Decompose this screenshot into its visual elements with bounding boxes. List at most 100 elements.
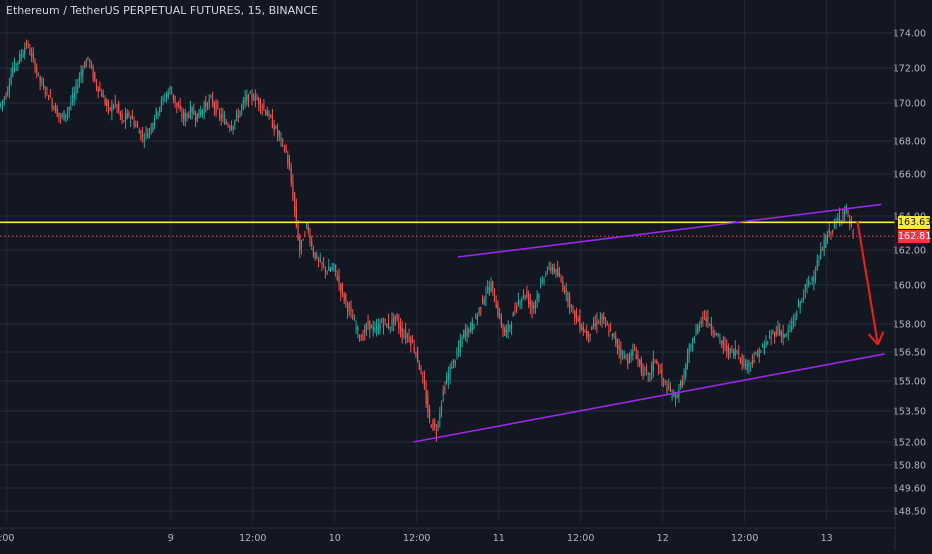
- candle-body: [661, 369, 663, 378]
- candle-body: [647, 372, 649, 375]
- candle-body: [295, 206, 297, 226]
- resistance-price-tag: 163.63: [898, 215, 932, 229]
- candle-body: [529, 301, 531, 306]
- candle-body: [143, 140, 145, 142]
- candle-body: [569, 296, 571, 308]
- candle-body: [662, 378, 665, 380]
- candle-body: [832, 230, 834, 232]
- time-tick-label: 13: [821, 533, 833, 544]
- candle-body: [17, 61, 19, 65]
- candle-body: [261, 107, 263, 109]
- candle-body: [382, 322, 385, 328]
- candle-body: [299, 237, 301, 251]
- candle-body: [142, 134, 144, 136]
- candle-body: [254, 95, 256, 101]
- candle-body: [688, 348, 690, 355]
- candle-body: [294, 192, 296, 211]
- candle-body: [328, 266, 330, 271]
- candle-body: [603, 316, 605, 320]
- candle-body: [229, 127, 231, 129]
- candle-body: [637, 356, 639, 360]
- candle-body: [24, 47, 26, 55]
- candle-body: [44, 91, 46, 93]
- candle-body: [205, 102, 207, 107]
- candle-body: [0, 102, 2, 107]
- candle-body: [847, 210, 849, 214]
- candle-body: [53, 107, 55, 109]
- candle-body: [466, 327, 468, 337]
- candle-body: [48, 95, 50, 101]
- candle-body: [570, 305, 572, 307]
- candle-body: [418, 362, 420, 370]
- candle-body: [217, 106, 219, 108]
- candle-body: [726, 345, 728, 351]
- forecast-arrow-shaft: [856, 220, 880, 345]
- candle-body: [852, 232, 854, 235]
- candle-body: [20, 54, 22, 57]
- candle-body: [703, 316, 706, 318]
- candle-body: [130, 118, 132, 120]
- candle-body: [218, 112, 221, 114]
- candle-body: [458, 348, 460, 353]
- candle-body: [796, 313, 798, 317]
- candle-body: [830, 232, 832, 234]
- candle-body: [480, 307, 482, 309]
- candle-body: [169, 87, 171, 90]
- candle-body: [528, 293, 530, 305]
- candle-body: [212, 97, 214, 105]
- candle-body: [256, 98, 258, 100]
- candle-body: [200, 110, 202, 117]
- candle-body: [666, 386, 668, 393]
- candle-body: [780, 332, 783, 336]
- candle-body: [722, 340, 724, 348]
- candle-body: [422, 376, 424, 378]
- candle-body: [381, 320, 383, 323]
- candle-body: [348, 306, 350, 308]
- price-tick-label: 158.00: [893, 320, 926, 331]
- candle-body: [362, 335, 364, 340]
- candle-body: [376, 326, 378, 329]
- candle-body: [543, 279, 545, 282]
- candle-body: [692, 344, 694, 352]
- candle-body: [208, 98, 210, 103]
- candle-body: [695, 329, 697, 334]
- candle-body: [283, 149, 285, 151]
- candle-body: [19, 54, 21, 63]
- candle-body: [481, 299, 484, 303]
- candle-body: [657, 365, 660, 367]
- price-tick-label: 148.50: [893, 507, 926, 518]
- candle-body: [78, 78, 81, 82]
- candle-body: [640, 359, 642, 373]
- candle-body: [386, 324, 388, 328]
- candle-body: [618, 344, 620, 351]
- candle-body: [717, 333, 719, 336]
- candle-body: [838, 216, 841, 223]
- candle-body: [762, 345, 764, 347]
- candle-body: [814, 272, 817, 277]
- candle-body: [242, 99, 244, 105]
- channel-trendline: [457, 203, 882, 258]
- candle-body: [324, 267, 326, 272]
- candle-body: [504, 327, 506, 336]
- candle-body: [124, 114, 127, 122]
- candle-body: [145, 131, 147, 133]
- candle-body: [46, 88, 48, 90]
- candle-body: [287, 155, 289, 164]
- candle-body: [719, 337, 721, 340]
- candle-body: [644, 368, 646, 370]
- candle-body: [608, 330, 610, 334]
- candle-body: [80, 71, 82, 78]
- candle-body: [394, 315, 397, 319]
- candle-body: [114, 101, 116, 103]
- candle-body: [760, 351, 762, 353]
- candle-body: [365, 324, 367, 332]
- candle-body: [509, 325, 511, 329]
- candle-body: [77, 86, 79, 90]
- time-tick-label: 12:00: [731, 533, 758, 544]
- candle-body: [784, 334, 786, 337]
- candle-body: [49, 95, 51, 97]
- candle-body: [372, 327, 374, 331]
- candle-body: [743, 363, 745, 367]
- candle-body: [370, 325, 373, 329]
